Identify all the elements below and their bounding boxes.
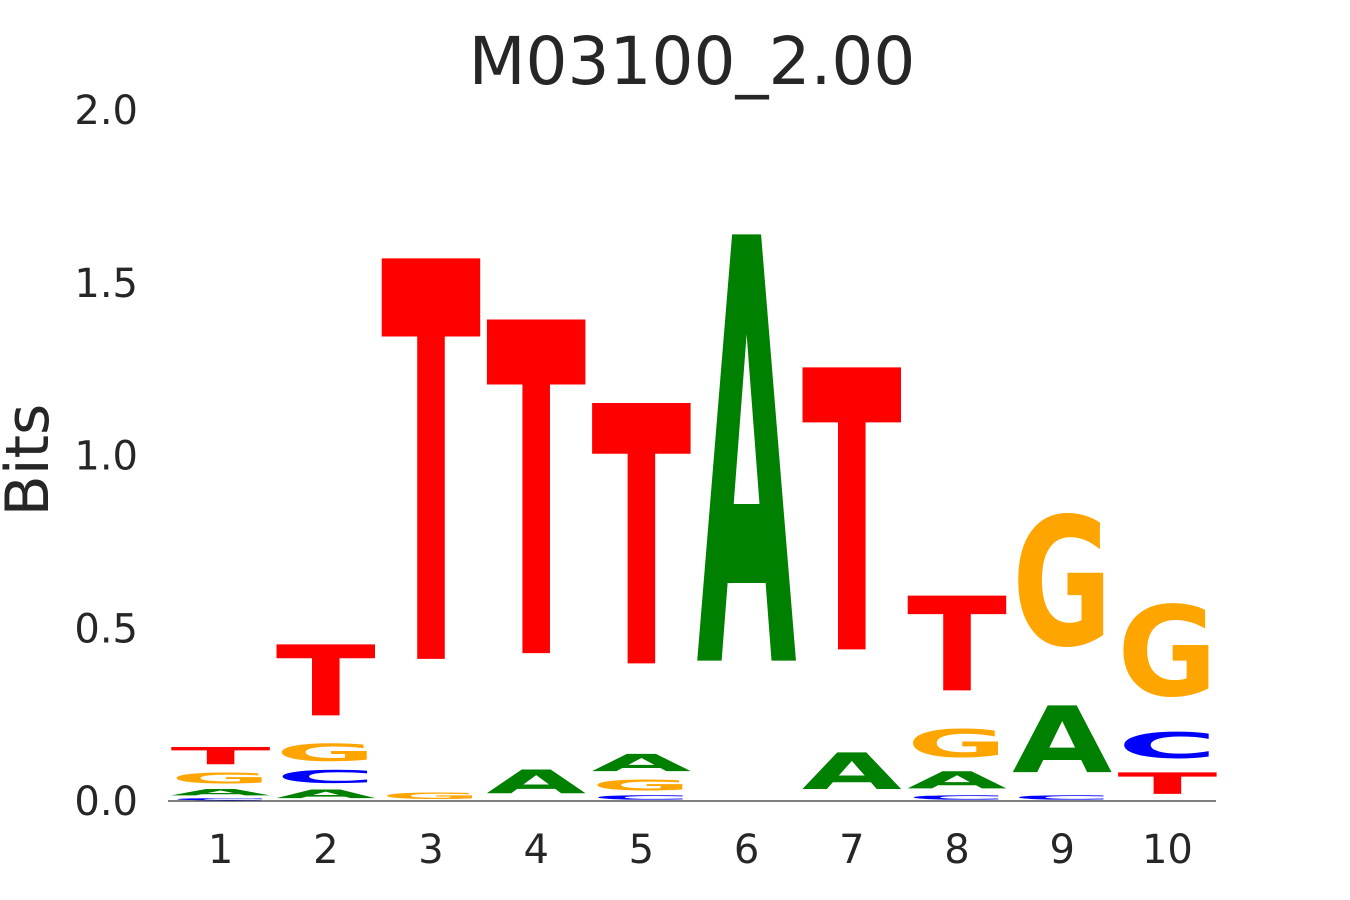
y-tick-label: 0.5 xyxy=(74,606,138,652)
logo-letter-t: T xyxy=(381,149,482,788)
logo-letter-t: T xyxy=(276,625,376,739)
x-tick-label: 2 xyxy=(313,827,338,873)
logo-letter-t: T xyxy=(1117,767,1217,801)
logo-letter-g: G xyxy=(171,770,271,787)
y-tick-label: 0.0 xyxy=(74,779,138,825)
logo-letter-g: G xyxy=(381,791,481,801)
logo-letter-c: C xyxy=(276,767,376,788)
x-tick-label: 5 xyxy=(629,827,654,873)
logo-letter-a: A xyxy=(276,787,376,801)
logo-letter-g: G xyxy=(907,722,1007,767)
logo-letter-a: A xyxy=(171,787,271,797)
logo-letter-c: C xyxy=(1117,726,1217,767)
logo-letter-t: T xyxy=(486,230,587,762)
logo-letter-a: A xyxy=(697,118,798,799)
y-tick-label: 1.5 xyxy=(74,261,138,307)
y-tick-label: 1.0 xyxy=(74,434,138,480)
x-tick-label: 7 xyxy=(839,827,864,873)
x-tick-label: 6 xyxy=(734,827,759,873)
logo-letter-a: A xyxy=(907,767,1007,794)
x-axis-ticks: 1 2 3 4 5 6 7 8 9 10 xyxy=(208,827,1193,873)
logo-letter-a: A xyxy=(591,749,691,776)
logo-letter-a: A xyxy=(802,743,902,801)
logo-letter-g: G xyxy=(1117,580,1217,724)
logo-letter-t: T xyxy=(802,290,903,741)
x-tick-label: 1 xyxy=(208,827,233,873)
logo-letter-c: C xyxy=(1012,794,1112,801)
x-tick-label: 9 xyxy=(1049,827,1074,873)
logo-letter-a: A xyxy=(1012,688,1112,794)
logo-letter-t: T xyxy=(171,742,272,769)
x-tick-label: 8 xyxy=(944,827,969,873)
x-tick-label: 3 xyxy=(418,827,443,873)
logo-letter-t: T xyxy=(591,334,692,749)
y-axis-label: Bits xyxy=(0,404,63,517)
logo-letter-g: G xyxy=(276,739,376,766)
logo-letter-t: T xyxy=(907,569,1007,721)
logo-letter-c: C xyxy=(907,794,1007,801)
logo-letter-a: A xyxy=(486,764,586,802)
logo-letter-c: C xyxy=(171,798,271,801)
x-tick-label: 4 xyxy=(523,827,548,873)
x-tick-label: 10 xyxy=(1142,827,1193,873)
logo-letter-g: G xyxy=(1012,480,1112,686)
y-tick-label: 2.0 xyxy=(74,88,138,134)
logo-letter-c: C xyxy=(591,794,691,801)
logo-letter-g: G xyxy=(591,777,691,794)
y-axis-ticks: 0.0 0.5 1.0 1.5 2.0 xyxy=(74,88,138,825)
chart-title: M03100_2.00 xyxy=(469,23,916,100)
